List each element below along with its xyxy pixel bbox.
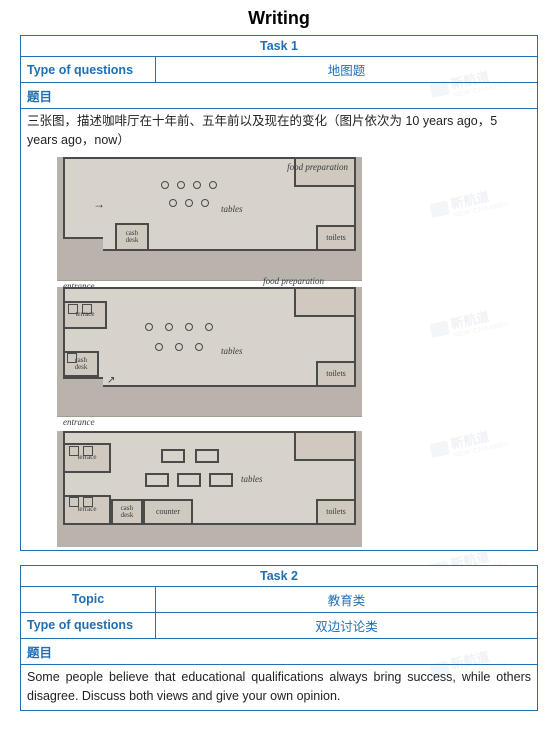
task1-header: Task 1 <box>21 36 538 57</box>
page-title: Writing <box>20 8 538 29</box>
task2-type-label: Type of questions <box>21 612 156 638</box>
fp-label-foodprep: food preparation <box>263 275 324 289</box>
arrow-icon: → <box>93 195 105 214</box>
task1-body-cell: 三张图，描述咖啡厅在十年前、五年前以及现在的变化（图片依次为 10 years … <box>21 109 538 551</box>
fp-label-foodprep: food preparation <box>287 161 348 175</box>
fp-label-tables: tables <box>241 473 263 487</box>
task2-timu-label: 题目 <box>21 638 538 664</box>
fp-label-toilets: toilets <box>316 225 356 251</box>
fp-label-counter: counter <box>143 499 193 525</box>
task1-type-label: Type of questions <box>21 57 156 83</box>
fp-label-cashdesk: cash desk <box>115 223 149 251</box>
task1-body-text: 三张图，描述咖啡厅在十年前、五年前以及现在的变化（图片依次为 10 years … <box>27 112 531 151</box>
task2-body-text: Some people believe that educational qua… <box>21 664 538 710</box>
fp-label-tables: tables <box>221 203 243 217</box>
fp-label-toilets: toilets <box>316 499 356 525</box>
task2-type-value: 双边讨论类 <box>156 612 538 638</box>
fp-label-entrance: entrance <box>63 416 95 430</box>
fp-label-cashdesk: cash desk <box>111 499 143 525</box>
task2-topic-label: Topic <box>21 586 156 612</box>
floorplan-diagram: food preparation toilets cash desk table… <box>57 157 362 547</box>
task1-table: Task 1 Type of questions 地图题 题目 三张图，描述咖啡… <box>20 35 538 551</box>
task1-timu-label: 题目 <box>21 83 538 109</box>
fp-label-toilets: toilets <box>316 361 356 387</box>
task2-table: Task 2 Topic 教育类 Type of questions 双边讨论类… <box>20 565 538 711</box>
task2-topic-value: 教育类 <box>156 586 538 612</box>
arrow-icon: ↗ <box>107 373 115 389</box>
task1-type-value: 地图题 <box>156 57 538 83</box>
task2-header: Task 2 <box>21 565 538 586</box>
fp-label-tables: tables <box>221 345 243 359</box>
